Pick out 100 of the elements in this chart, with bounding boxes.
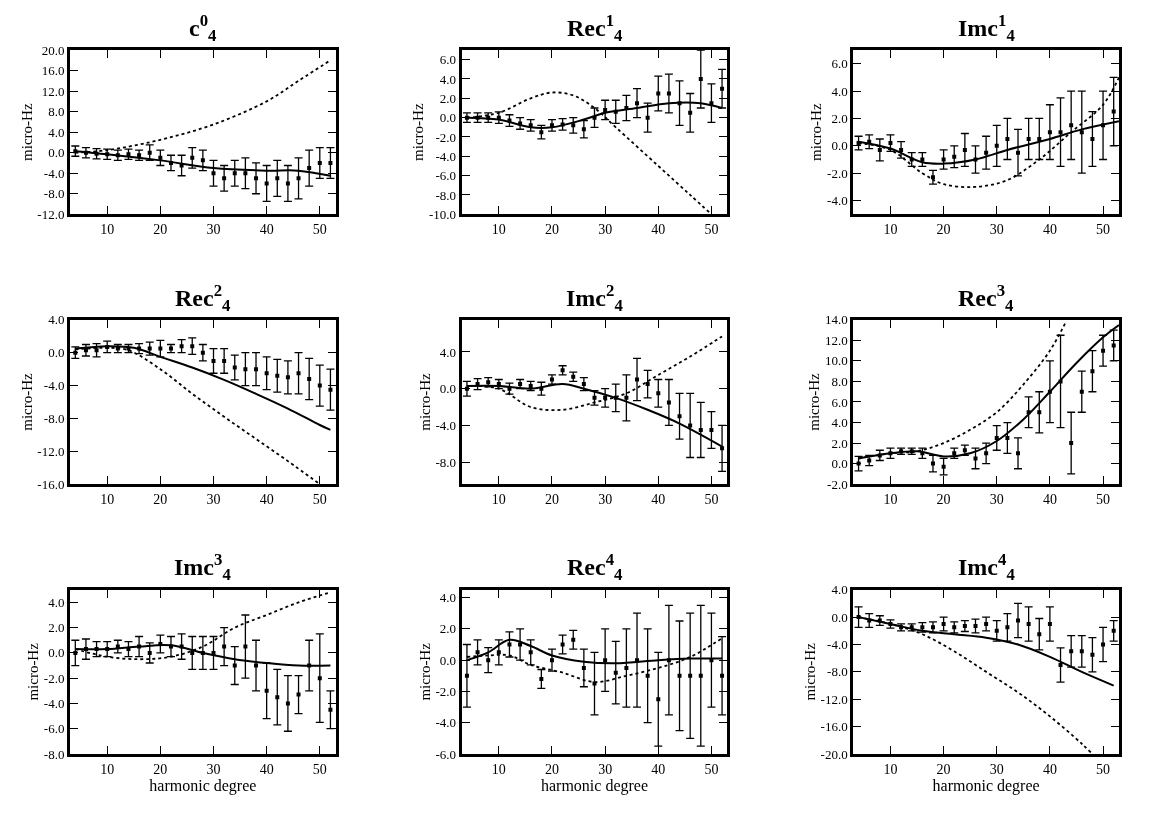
x-tick-label: 50 xyxy=(1096,222,1111,238)
point xyxy=(222,644,227,649)
y-tick-label: -8.0 xyxy=(43,186,65,202)
y-tick-label: 14.0 xyxy=(824,312,848,328)
y-tick-label: 12.0 xyxy=(41,83,65,99)
x-tick-label: 50 xyxy=(704,222,719,238)
y-tick-label: 2.0 xyxy=(831,110,848,126)
y-tick-label: 6.0 xyxy=(439,52,457,68)
point xyxy=(328,707,333,712)
y-tick-label: -2.0 xyxy=(435,129,457,145)
y-tick-label: -4.0 xyxy=(435,148,457,164)
point xyxy=(254,663,259,668)
point xyxy=(899,147,904,152)
point xyxy=(1079,649,1084,654)
point xyxy=(317,383,322,388)
point xyxy=(984,451,989,456)
point xyxy=(720,673,725,678)
x-tick-label: 50 xyxy=(1096,491,1111,507)
x-axis-title: harmonic degree xyxy=(540,776,649,795)
point xyxy=(698,673,703,678)
x-tick-label: 50 xyxy=(704,491,719,507)
point xyxy=(698,76,703,81)
y-tick-label: -4.0 xyxy=(43,696,65,711)
point xyxy=(190,650,195,655)
y-tick-label: -8.0 xyxy=(43,746,65,762)
point xyxy=(275,176,280,181)
x-tick-label: 40 xyxy=(651,491,666,507)
y-tick-label: 4.0 xyxy=(831,415,848,431)
point xyxy=(507,642,512,647)
x-tick-label: 40 xyxy=(259,761,274,777)
y-axis-title: micro-Hz xyxy=(410,103,427,161)
point xyxy=(1111,343,1116,348)
y-axis-title: micro-Hz xyxy=(18,103,35,161)
x-tick-label: 10 xyxy=(883,761,898,777)
point xyxy=(645,673,650,678)
point xyxy=(307,377,312,382)
point xyxy=(528,650,533,655)
x-tick-label: 30 xyxy=(989,761,1004,777)
x-tick-label: 40 xyxy=(1042,761,1057,777)
point xyxy=(475,650,480,655)
x-tick-label: 40 xyxy=(651,761,666,777)
point xyxy=(549,658,554,663)
y-tick-label: 6.0 xyxy=(831,394,848,410)
y-tick-label: 8.0 xyxy=(831,374,848,390)
x-tick-label: 40 xyxy=(259,491,274,507)
point xyxy=(296,176,301,181)
point xyxy=(243,644,248,649)
y-tick-label: -2.0 xyxy=(827,165,848,181)
y-tick-label: 0.0 xyxy=(48,645,65,661)
x-tick-label: 50 xyxy=(704,761,719,777)
y-tick-label: 0.0 xyxy=(831,609,848,625)
y-tick-label: 0.0 xyxy=(439,110,457,126)
x-tick-label: 20 xyxy=(544,761,559,777)
y-tick-label: 0.0 xyxy=(439,381,457,397)
y-tick-label: 4.0 xyxy=(439,344,457,360)
point xyxy=(930,175,935,180)
point xyxy=(688,110,693,115)
point xyxy=(1069,123,1074,128)
point xyxy=(254,176,259,181)
point xyxy=(677,673,682,678)
point xyxy=(1069,441,1074,446)
point xyxy=(952,154,957,159)
point xyxy=(592,395,597,400)
point xyxy=(539,130,544,135)
x-tick-label: 10 xyxy=(100,761,115,777)
x-tick-label: 20 xyxy=(153,222,168,238)
y-tick-label: -8.0 xyxy=(435,454,457,470)
y-tick-label: -12.0 xyxy=(820,691,848,707)
point xyxy=(677,414,682,419)
point xyxy=(211,171,216,176)
point xyxy=(264,688,269,693)
y-tick-label: -6.0 xyxy=(435,746,457,762)
point xyxy=(285,701,290,706)
x-tick-label: 10 xyxy=(491,222,506,238)
y-tick-label: 10.0 xyxy=(824,353,848,369)
y-tick-label: 0.0 xyxy=(831,138,848,154)
x-tick-label: 50 xyxy=(312,761,327,777)
y-tick-label: 4.0 xyxy=(48,124,65,140)
point xyxy=(656,391,661,396)
y-tick-label: -10.0 xyxy=(428,206,457,222)
point xyxy=(317,676,322,681)
point xyxy=(285,375,290,380)
point xyxy=(877,147,882,152)
point xyxy=(1037,410,1042,415)
point xyxy=(666,91,671,96)
y-axis-title: micro-Hz xyxy=(801,642,818,701)
x-tick-label: 40 xyxy=(259,222,274,238)
point xyxy=(994,143,999,148)
point xyxy=(1111,109,1116,114)
y-tick-label: -4.0 xyxy=(435,417,457,433)
point xyxy=(200,158,205,163)
point xyxy=(581,127,586,132)
point xyxy=(984,621,989,626)
point xyxy=(328,387,333,392)
point xyxy=(1005,136,1010,141)
point xyxy=(296,371,301,376)
point xyxy=(539,676,544,681)
x-tick-label: 30 xyxy=(989,491,1004,507)
y-tick-label: -2.0 xyxy=(43,670,65,686)
y-tick-label: -8.0 xyxy=(827,664,848,680)
